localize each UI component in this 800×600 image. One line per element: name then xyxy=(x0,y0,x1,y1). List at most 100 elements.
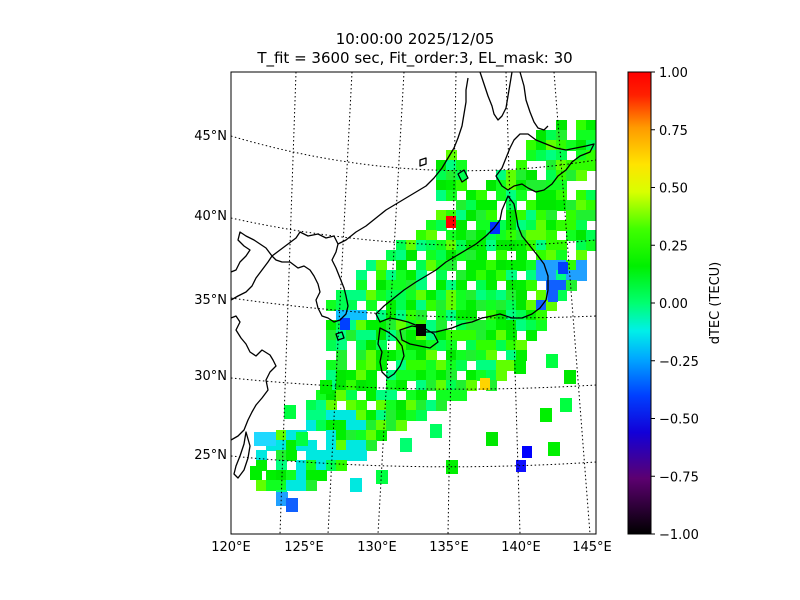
dtec-anomaly-cell xyxy=(416,324,426,336)
dtec-cell xyxy=(436,340,447,351)
map-frame xyxy=(230,71,597,535)
dtec-cell xyxy=(476,320,487,331)
dtec-cell xyxy=(336,420,347,431)
dtec-cell xyxy=(516,320,527,331)
dtec-cell xyxy=(396,370,407,381)
dtec-cell xyxy=(496,320,507,331)
dtec-cell xyxy=(506,290,517,301)
dtec-cell xyxy=(476,190,487,201)
dtec-cell xyxy=(286,498,298,512)
dtec-cell xyxy=(536,220,547,231)
dtec-cell xyxy=(506,260,517,271)
dtec-cell xyxy=(506,360,517,371)
dtec-cell xyxy=(516,210,527,221)
dtec-cell xyxy=(526,200,537,211)
dtec-cell xyxy=(396,320,407,331)
dtec-cell xyxy=(496,190,507,201)
dtec-cell xyxy=(476,200,487,211)
dtec-cell xyxy=(336,390,347,401)
dtec-cell xyxy=(546,130,557,141)
dtec-cell xyxy=(446,160,457,171)
dtec-cell xyxy=(426,370,437,381)
dtec-cell xyxy=(366,360,377,371)
dtec-cell xyxy=(516,250,527,261)
dtec-cell xyxy=(356,290,367,301)
dtec-cell xyxy=(496,370,507,381)
dtec-cell xyxy=(516,220,527,231)
dtec-cell xyxy=(486,240,497,251)
dtec-cell xyxy=(536,310,547,321)
dtec-cell xyxy=(406,370,417,381)
dtec-cell xyxy=(456,250,467,261)
dtec-cell xyxy=(466,300,477,311)
dtec-cell xyxy=(446,330,457,341)
dtec-cell xyxy=(320,380,332,394)
dtec-cell xyxy=(346,370,357,381)
dtec-cell xyxy=(266,470,277,481)
dtec-cell xyxy=(526,240,537,251)
dtec-cell xyxy=(250,466,262,480)
dtec-cell xyxy=(336,350,347,361)
dtec-cell xyxy=(406,250,417,261)
map-area xyxy=(231,72,596,534)
dtec-cell xyxy=(466,340,477,351)
dtec-cell xyxy=(446,240,457,251)
dtec-cell xyxy=(326,320,337,331)
lon-label: 130°E xyxy=(357,540,397,555)
dtec-cell xyxy=(506,300,517,311)
dtec-cell xyxy=(456,220,467,231)
dtec-cell xyxy=(456,300,467,311)
lat-labels: 45°N 40°N 35°N 30°N 25°N xyxy=(194,129,227,463)
dtec-cell xyxy=(256,450,267,461)
dtec-cell xyxy=(536,290,547,301)
dtec-cell xyxy=(566,210,577,221)
dtec-anomaly-cell xyxy=(522,446,532,458)
dtec-cell xyxy=(256,460,267,471)
dtec-cell xyxy=(456,290,467,301)
dtec-cell xyxy=(396,270,407,281)
dtec-cell xyxy=(356,440,367,451)
dtec-cell xyxy=(560,398,572,412)
dtec-cell xyxy=(436,270,447,281)
dtec-cell xyxy=(466,240,477,251)
dtec-cell xyxy=(566,270,577,281)
dtec-cell xyxy=(556,200,567,211)
dtec-cell xyxy=(456,180,467,191)
dtec-cell xyxy=(526,310,537,321)
dtec-cell xyxy=(456,380,467,391)
dtec-cell xyxy=(506,340,517,351)
dtec-cell xyxy=(476,260,487,271)
dtec-cell xyxy=(446,310,457,321)
dtec-cell xyxy=(436,160,447,171)
dtec-cell xyxy=(306,450,317,461)
dtec-cell xyxy=(466,350,477,361)
dtec-cell xyxy=(264,432,276,446)
dtec-cell xyxy=(546,220,557,231)
dtec-cell xyxy=(386,380,397,391)
dtec-cell xyxy=(346,400,357,411)
dtec-cell xyxy=(586,240,596,251)
dtec-cell xyxy=(476,290,487,301)
dtec-cell xyxy=(416,280,427,291)
dtec-cell xyxy=(276,480,287,491)
dtec-cell xyxy=(486,290,497,301)
dtec-cell xyxy=(416,340,427,351)
dtec-cell xyxy=(386,310,397,321)
dtec-cell xyxy=(546,240,557,251)
dtec-cell xyxy=(426,400,437,411)
dtec-cell xyxy=(486,200,497,211)
graticule xyxy=(231,72,596,534)
dtec-cell xyxy=(456,320,467,331)
dtec-cell xyxy=(546,150,557,161)
dtec-cell xyxy=(286,450,297,461)
dtec-anomaly-cell xyxy=(340,318,350,330)
dtec-cell xyxy=(406,290,417,301)
dtec-cell xyxy=(546,190,557,201)
dtec-cell xyxy=(276,460,287,471)
dtec-cell xyxy=(406,300,417,311)
dtec-cell xyxy=(396,310,407,321)
dtec-cell xyxy=(556,140,567,151)
dtec-cell xyxy=(536,230,547,241)
dtec-cell xyxy=(526,230,537,241)
colorbar-tick: 0.00 xyxy=(659,297,688,312)
